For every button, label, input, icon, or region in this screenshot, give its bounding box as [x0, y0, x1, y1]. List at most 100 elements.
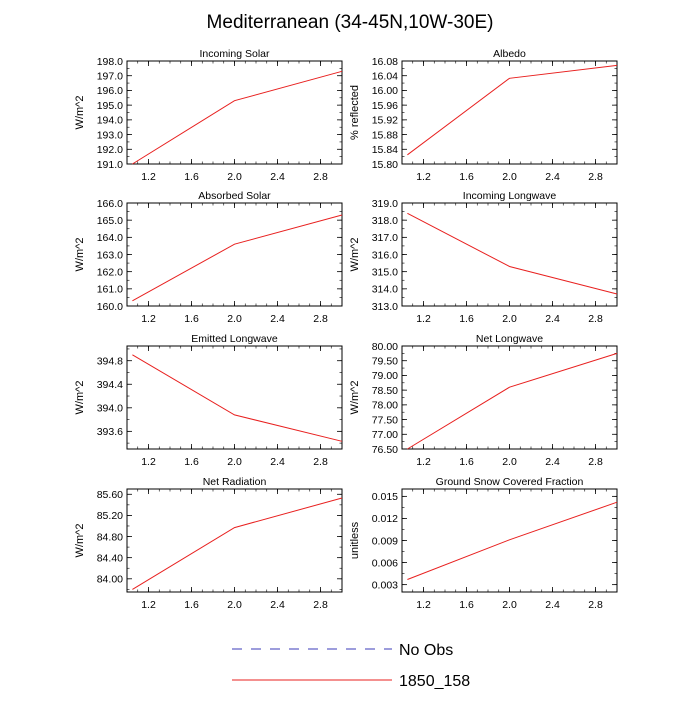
x-tick-label: 1.6 [184, 171, 199, 183]
y-tick-label: 193.0 [97, 129, 123, 141]
plot-frame [401, 202, 618, 307]
x-tick-label: 2.0 [227, 456, 242, 468]
y-tick-label: 79.00 [372, 370, 398, 382]
x-tick-label: 1.2 [416, 171, 431, 183]
panel-incoming-solar: Incoming Solar W/m^2 1.2 1.6 2.0 2.4 2.8 191.0 1… [74, 48, 343, 183]
panel-absorbed-solar: Absorbed Solar W/m^2 1.2 1.6 2.0 2.4 2.8 160.0 1… [74, 190, 343, 325]
panel-ground-snow-covered-fraction: Ground Snow Covered Fraction unitless 1.2 1… [349, 476, 618, 611]
panel-incoming-longwave: Incoming Longwave W/m^2 1.2 1.6 2.0 2.4 2.8 313… [349, 190, 618, 325]
x-tick-label: 1.6 [184, 456, 199, 468]
series-line-1850-158 [407, 64, 618, 156]
panel-title: Albedo [493, 48, 526, 60]
panel-net-radiation: Net Radiation W/m^2 1.2 1.6 2.0 2.4 2.8 84.00 84… [74, 476, 343, 611]
x-tick-label: 2.0 [502, 599, 517, 611]
y-tick-label: 84.40 [97, 552, 123, 564]
x-tick-label: 1.2 [141, 171, 156, 183]
y-tick-label: 316.0 [372, 249, 398, 261]
y-tick-label: 76.50 [372, 444, 398, 456]
panel-title: Emitted Longwave [191, 333, 278, 345]
series-line-1850-158 [132, 497, 343, 590]
x-tick-label: 1.2 [141, 599, 156, 611]
y-axis-label: W/m^2 [349, 238, 361, 272]
y-tick-label: 15.96 [372, 100, 398, 112]
x-tick-label: 1.6 [459, 456, 474, 468]
x-tick-label: 2.8 [588, 313, 603, 325]
x-tick-label: 2.8 [313, 313, 328, 325]
x-tick-label: 2.0 [227, 313, 242, 325]
x-tick-label: 2.4 [545, 599, 560, 611]
panel-title: Absorbed Solar [198, 190, 271, 202]
y-tick-label: 394.4 [97, 379, 123, 391]
y-tick-label: 15.84 [372, 144, 398, 156]
y-tick-label: 162.0 [97, 266, 123, 278]
panel-title: Net Radiation [203, 476, 267, 488]
y-tick-label: 394.8 [97, 356, 123, 368]
y-tick-label: 318.0 [372, 215, 398, 227]
series-line-1850-158 [407, 501, 618, 580]
plot-frame [126, 202, 343, 307]
series-line-1850-158 [407, 352, 618, 450]
plot-frame [401, 60, 618, 165]
x-tick-label: 2.4 [270, 599, 285, 611]
x-tick-label: 2.0 [502, 313, 517, 325]
x-tick-label: 2.0 [502, 456, 517, 468]
y-axis-label: unitless [349, 521, 361, 559]
y-tick-label: 77.50 [372, 414, 398, 426]
y-tick-label: 80.00 [372, 341, 398, 353]
x-tick-label: 1.2 [416, 599, 431, 611]
y-tick-label: 166.0 [97, 198, 123, 210]
x-tick-label: 2.8 [313, 171, 328, 183]
y-tick-label: 164.0 [97, 232, 123, 244]
y-tick-label: 315.0 [372, 266, 398, 278]
legend-label-1850-158: 1850_158 [399, 673, 470, 690]
panel-title: Ground Snow Covered Fraction [436, 476, 584, 488]
y-tick-label: 84.80 [97, 531, 123, 543]
y-tick-label: 394.0 [97, 403, 123, 415]
x-tick-label: 2.8 [588, 599, 603, 611]
y-tick-label: 0.009 [372, 535, 398, 547]
x-tick-label: 1.2 [141, 313, 156, 325]
y-axis-label: W/m^2 [74, 524, 86, 558]
x-tick-label: 2.0 [227, 599, 242, 611]
y-tick-label: 16.00 [372, 85, 398, 97]
y-tick-label: 313.0 [372, 301, 398, 313]
x-tick-label: 1.2 [141, 456, 156, 468]
legend-label-no-obs: No Obs [399, 642, 453, 659]
y-tick-label: 160.0 [97, 301, 123, 313]
y-tick-label: 314.0 [372, 284, 398, 296]
y-tick-label: 191.0 [97, 159, 123, 171]
y-tick-label: 194.0 [97, 115, 123, 127]
y-tick-label: 16.04 [372, 71, 398, 83]
y-axis-label: W/m^2 [349, 381, 361, 415]
x-tick-label: 1.6 [184, 599, 199, 611]
y-tick-label: 15.80 [372, 159, 398, 171]
y-tick-label: 79.50 [372, 356, 398, 368]
series-line-1850-158 [132, 214, 343, 302]
x-tick-label: 2.4 [270, 313, 285, 325]
y-tick-label: 15.92 [372, 115, 398, 127]
panel-net-longwave: Net Longwave W/m^2 1.2 1.6 2.0 2.4 2.8 76.50 77.… [349, 333, 618, 468]
y-tick-label: 0.015 [372, 491, 398, 503]
plot-frame [401, 345, 618, 450]
y-tick-label: 197.0 [97, 71, 123, 83]
y-axis-label: % reflected [349, 85, 361, 140]
y-tick-label: 165.0 [97, 215, 123, 227]
panel-emitted-longwave: Emitted Longwave W/m^2 1.2 1.6 2.0 2.4 2.8 393.… [74, 333, 343, 468]
y-tick-label: 85.60 [97, 489, 123, 501]
y-tick-label: 78.00 [372, 400, 398, 412]
y-tick-label: 161.0 [97, 284, 123, 296]
y-tick-label: 319.0 [372, 198, 398, 210]
plot-frame [126, 60, 343, 165]
x-tick-label: 1.6 [184, 313, 199, 325]
x-tick-label: 2.4 [545, 171, 560, 183]
x-tick-label: 2.8 [588, 456, 603, 468]
panel-title: Net Longwave [476, 333, 543, 345]
y-tick-label: 163.0 [97, 249, 123, 261]
legend: No Obs 1850_158 [232, 642, 470, 690]
y-tick-label: 78.50 [372, 385, 398, 397]
panel-albedo: Albedo % reflected 1.2 1.6 2.0 2.4 2.8 15.80 15.… [349, 48, 618, 183]
y-tick-label: 15.88 [372, 129, 398, 141]
x-tick-label: 2.4 [270, 171, 285, 183]
